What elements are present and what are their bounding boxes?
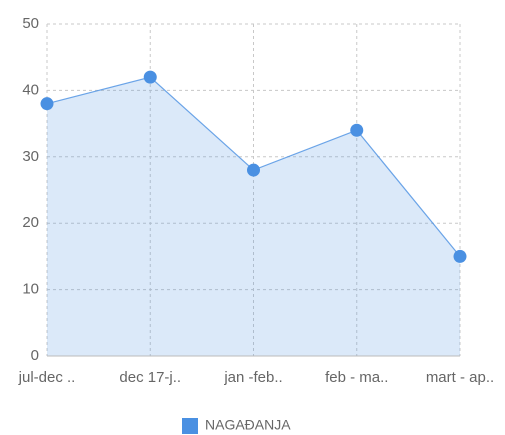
y-tick-label: 10	[22, 281, 39, 298]
legend-swatch	[182, 418, 198, 434]
y-tick-label: 40	[22, 81, 39, 98]
point	[40, 97, 54, 111]
y-tick-label: 20	[22, 214, 39, 231]
x-tick-label: mart - ap..	[426, 369, 494, 386]
x-tick-label: jul-dec ..	[18, 369, 76, 386]
x-tick-label: feb - ma..	[325, 369, 388, 386]
y-tick-label: 0	[31, 347, 39, 364]
area	[47, 77, 460, 357]
x-tick-label: dec 17-j..	[119, 369, 181, 386]
point	[453, 249, 467, 263]
legend-label: NAGAĐANJA	[205, 417, 291, 433]
point	[350, 123, 364, 137]
x-tick-label: jan -feb..	[223, 369, 282, 386]
y-tick-label: 30	[22, 148, 39, 165]
point	[143, 70, 157, 84]
y-tick-label: 50	[22, 15, 39, 32]
point	[247, 163, 260, 177]
